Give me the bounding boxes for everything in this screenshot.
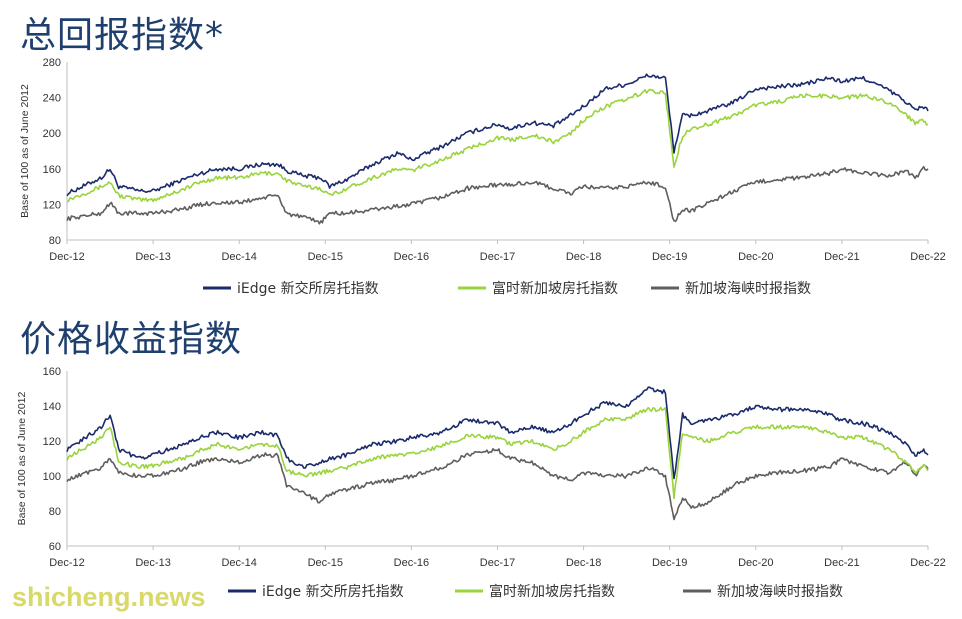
x-tick-label: Dec-12 [49, 557, 84, 569]
legend-label-sti: 新加坡海峡时报指数 [717, 584, 843, 600]
series-line-iedge [66, 386, 929, 480]
x-tick-label: Dec-13 [135, 557, 170, 569]
y-tick-label: 140 [43, 401, 61, 413]
series-line-iedge [66, 73, 929, 197]
y-tick-label: 80 [49, 235, 61, 247]
watermark: shicheng.news [12, 582, 206, 612]
x-tick-label: Dec-13 [135, 251, 170, 263]
x-tick-label: Dec-18 [566, 557, 601, 569]
series-line-sti [66, 448, 929, 521]
x-tick-label: Dec-21 [824, 557, 859, 569]
y-tick-label: 60 [49, 541, 61, 553]
x-tick-label: Dec-15 [308, 251, 343, 263]
legend-label-ftst: 富时新加坡房托指数 [492, 280, 618, 297]
x-tick-label: Dec-14 [221, 557, 256, 569]
y-tick-label: 120 [43, 199, 61, 211]
legend-label-iedge: iEdge 新交所房托指数 [262, 583, 404, 600]
x-tick-label: Dec-22 [910, 557, 945, 569]
x-tick-label: Dec-21 [824, 251, 859, 263]
series-line-ftst [66, 88, 929, 203]
x-tick-label: Dec-19 [652, 557, 687, 569]
y-axis-label: Base of 100 as of June 2012 [19, 84, 31, 218]
x-tick-label: Dec-19 [652, 251, 687, 263]
series-line-sti [66, 165, 929, 225]
y-tick-label: 200 [43, 128, 61, 140]
x-tick-label: Dec-15 [308, 557, 343, 569]
x-tick-label: Dec-20 [738, 557, 773, 569]
y-tick-label: 80 [49, 506, 61, 518]
x-tick-label: Dec-20 [738, 251, 773, 263]
legend-label-sti: 新加坡海峡时报指数 [685, 281, 811, 297]
y-tick-label: 120 [43, 436, 61, 448]
y-tick-label: 160 [43, 366, 61, 378]
price-return-title: 价格收益指数 [20, 319, 243, 360]
x-tick-label: Dec-22 [910, 251, 945, 263]
y-axis-label: Base of 100 as of June 2012 [16, 391, 28, 525]
total-return-chart: 80 120 160 200 240 280 Dec-12 Dec-13 Dec-14 Dec-1… [19, 57, 946, 297]
series-line-ftst [66, 406, 929, 500]
y-tick-label: 160 [43, 164, 61, 176]
y-tick-label: 100 [43, 471, 61, 483]
x-tick-label: Dec-12 [49, 251, 84, 263]
x-tick-label: Dec-16 [394, 557, 429, 569]
legend-label-ftst: 富时新加坡房托指数 [489, 583, 615, 600]
x-tick-label: Dec-17 [480, 557, 515, 569]
total-return-title: 总回报指数* [20, 15, 225, 56]
y-tick-label: 280 [43, 57, 61, 69]
legend-label-iedge: iEdge 新交所房托指数 [237, 280, 379, 297]
x-tick-label: Dec-17 [480, 251, 515, 263]
x-tick-label: Dec-18 [566, 251, 601, 263]
x-tick-label: Dec-14 [221, 251, 256, 263]
y-tick-label: 240 [43, 93, 61, 105]
x-tick-label: Dec-16 [394, 251, 429, 263]
